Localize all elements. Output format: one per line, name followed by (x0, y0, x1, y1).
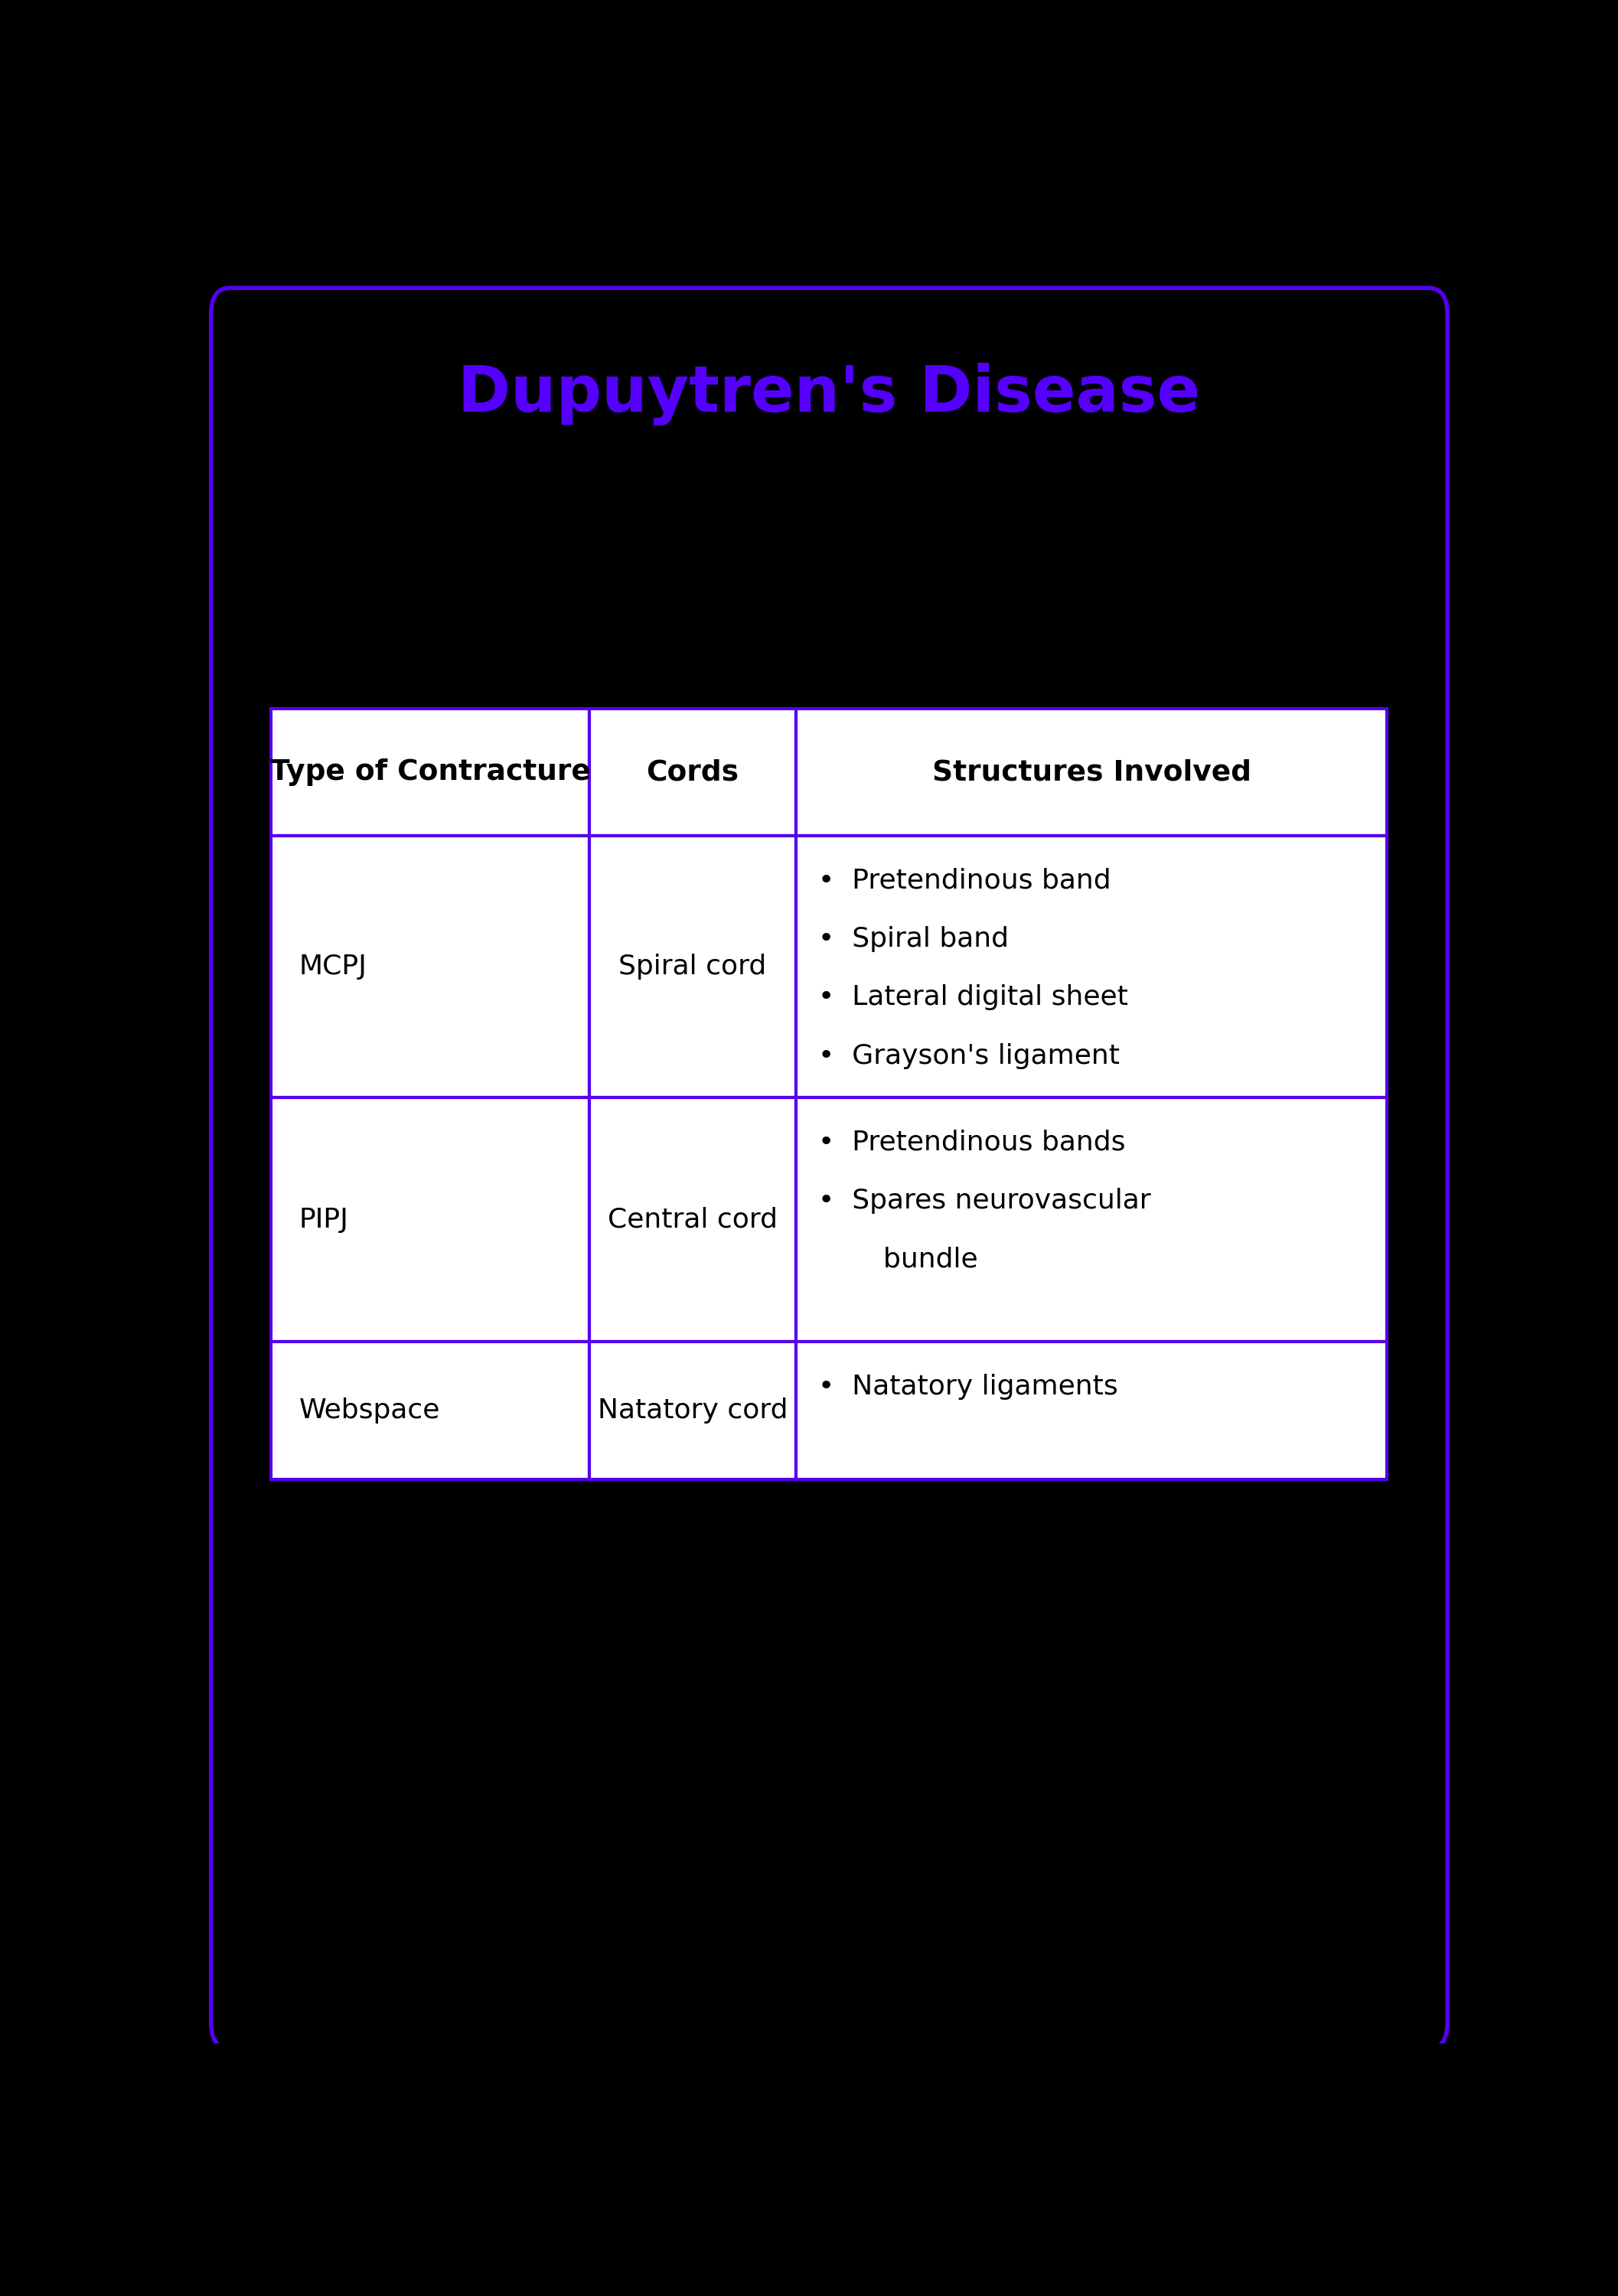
FancyBboxPatch shape (589, 836, 796, 1097)
FancyBboxPatch shape (796, 1097, 1387, 1341)
Text: •  Pretendinous band: • Pretendinous band (819, 868, 1112, 893)
FancyBboxPatch shape (589, 1097, 796, 1341)
FancyBboxPatch shape (272, 709, 589, 836)
Text: Spiral cord: Spiral cord (618, 953, 767, 980)
FancyBboxPatch shape (796, 1341, 1387, 1479)
Text: Natatory cord: Natatory cord (597, 1398, 788, 1424)
FancyBboxPatch shape (210, 287, 1448, 2048)
FancyBboxPatch shape (589, 709, 796, 836)
FancyBboxPatch shape (796, 709, 1387, 836)
Text: •  Pretendinous bands: • Pretendinous bands (819, 1130, 1126, 1155)
FancyBboxPatch shape (796, 836, 1387, 1097)
Text: •  Natatory ligaments: • Natatory ligaments (819, 1373, 1118, 1401)
Text: Webspace: Webspace (299, 1398, 440, 1424)
Text: bundle: bundle (848, 1247, 979, 1272)
Text: Type of Contracture: Type of Contracture (270, 758, 591, 785)
Text: Dupuytren's Disease: Dupuytren's Disease (458, 363, 1201, 425)
Text: Structures Involved: Structures Involved (932, 758, 1251, 785)
Text: •  Grayson's ligament: • Grayson's ligament (819, 1042, 1120, 1070)
FancyBboxPatch shape (272, 1097, 589, 1341)
Text: Central cord: Central cord (607, 1208, 778, 1233)
Text: •  Spiral band: • Spiral band (819, 925, 1010, 953)
Text: MCPJ: MCPJ (299, 953, 367, 980)
Text: •  Lateral digital sheet: • Lateral digital sheet (819, 985, 1128, 1010)
Text: 👨‍⚕️: 👨‍⚕️ (495, 521, 561, 579)
FancyBboxPatch shape (589, 1341, 796, 1479)
Text: PIPJ: PIPJ (299, 1208, 348, 1233)
Text: •  Spares neurovascular: • Spares neurovascular (819, 1187, 1150, 1215)
Text: Cords: Cords (646, 758, 739, 785)
FancyBboxPatch shape (272, 1341, 589, 1479)
FancyBboxPatch shape (272, 836, 589, 1097)
